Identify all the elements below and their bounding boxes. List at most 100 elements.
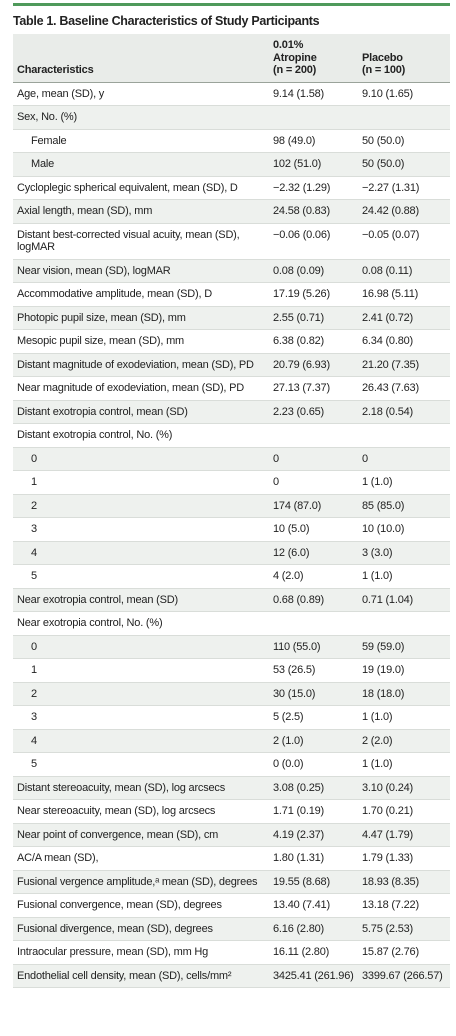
table-row: Photopic pupil size, mean (SD), mm 2.55 (… xyxy=(13,306,450,330)
table-row: 5 0 (0.0) 1 (1.0) xyxy=(13,753,450,776)
table-row: Age, mean (SD), y 9.14 (1.58) 9.10 (1.65) xyxy=(13,82,450,106)
table-row: Near point of convergence, mean (SD), cm… xyxy=(13,823,450,847)
table: Characteristics 0.01% Atropine (n = 200) Pl… xyxy=(13,34,450,988)
value-cell: 5 (2.5) xyxy=(273,711,304,723)
group-row: Sex, No. (%) xyxy=(13,105,450,129)
table-row: 3 10 (5.0) 10 (10.0) xyxy=(13,518,450,541)
group-label: Near exotropia control, No. (%) xyxy=(17,617,163,629)
label-cell: Distant magnitude of exodeviation, mean … xyxy=(17,358,254,371)
value-cell: 102 (51.0) xyxy=(273,158,322,170)
value-cell: 24.58 (0.83) xyxy=(273,205,330,217)
value-cell: 1.70 (0.21) xyxy=(362,805,414,817)
value-cell: −0.06 (0.06) xyxy=(273,228,331,241)
label-cell: 5 xyxy=(31,758,37,770)
table-row: Intraocular pressure, mean (SD), mm Hg 16… xyxy=(13,941,450,964)
label-cell: Fusional divergence, mean (SD), degrees xyxy=(17,922,213,935)
value-cell: 10 (5.0) xyxy=(273,523,310,535)
value-cell: 1 (1.0) xyxy=(362,570,393,582)
label-cell: Fusional vergence amplitude,ᵃ mean (SD),… xyxy=(17,875,258,888)
value-cell: 1 (1.0) xyxy=(362,476,393,488)
value-cell: 9.10 (1.65) xyxy=(362,87,414,100)
table-title: Table 1. Baseline Characteristics of Stu… xyxy=(13,14,320,28)
label-cell: Axial length, mean (SD), mm xyxy=(17,205,153,217)
value-cell: 50 (50.0) xyxy=(362,134,405,147)
value-cell: 19.55 (8.68) xyxy=(273,875,330,888)
table-row: 1 53 (26.5) 19 (19.0) xyxy=(13,659,450,682)
label-cell: Near exotropia control, mean (SD) xyxy=(17,593,178,606)
accent-bar xyxy=(13,3,450,6)
group-label: Sex, No. (%) xyxy=(17,111,77,123)
label-cell: 2 xyxy=(31,687,37,700)
table-row: Cycloplegic spherical equivalent, mean (… xyxy=(13,176,450,200)
header-line: (n = 200) xyxy=(273,64,317,76)
label-cell: 4 xyxy=(31,734,37,747)
value-cell: 2.55 (0.71) xyxy=(273,311,325,324)
label-cell: 1 xyxy=(31,476,37,488)
header-line: Placebo xyxy=(362,51,403,64)
value-cell: 50 (50.0) xyxy=(362,158,405,170)
value-cell: 6.38 (0.82) xyxy=(273,335,325,347)
value-cell: 0.71 (1.04) xyxy=(362,593,414,606)
header-line: Atropine xyxy=(273,51,317,64)
value-cell: 18 (18.0) xyxy=(362,687,405,700)
label-cell: Fusional convergence, mean (SD), degrees xyxy=(17,899,222,911)
value-cell: 59 (59.0) xyxy=(362,640,405,653)
group-label: Distant exotropia control, No. (%) xyxy=(17,429,173,441)
label-cell: Distant stereoacuity, mean (SD), log arc… xyxy=(17,781,226,794)
table-row: Near vision, mean (SD), logMAR 0.08 (0.09… xyxy=(13,259,450,283)
value-cell: 13.40 (7.41) xyxy=(273,899,330,911)
value-cell: 21.20 (7.35) xyxy=(362,358,419,371)
value-cell: 85 (85.0) xyxy=(362,499,405,512)
value-cell: 6.34 (0.80) xyxy=(362,335,414,347)
value-cell: 2 (1.0) xyxy=(273,734,304,747)
table-row: Mesopic pupil size, mean (SD), mm 6.38 (0… xyxy=(13,330,450,353)
value-cell: 17.19 (5.26) xyxy=(273,288,330,300)
table-row: Near exotropia control, mean (SD) 0.68 (0… xyxy=(13,588,450,612)
value-cell: −0.05 (0.07) xyxy=(362,228,420,241)
value-cell: 18.93 (8.35) xyxy=(362,875,419,888)
table-card: Table 1. Baseline Characteristics of Stu… xyxy=(13,3,450,988)
table-row: 5 4 (2.0) 1 (1.0) xyxy=(13,565,450,588)
label-cell: 3 xyxy=(31,711,37,723)
value-cell: 0.08 (0.11) xyxy=(362,264,413,277)
group-row: Distant exotropia control, No. (%) xyxy=(13,424,450,447)
table-row: Distant magnitude of exodeviation, mean … xyxy=(13,353,450,377)
value-cell: 1.80 (1.31) xyxy=(273,852,325,864)
table-row: Endothelial cell density, mean (SD), cel… xyxy=(13,964,450,988)
label-cell: 0 xyxy=(31,640,37,653)
value-cell: 0.08 (0.09) xyxy=(273,264,325,277)
value-cell: 3 (3.0) xyxy=(362,546,393,559)
value-cell: 2.18 (0.54) xyxy=(362,405,414,418)
label-cell: Accommodative amplitude, mean (SD), D xyxy=(17,288,212,300)
table-body: Age, mean (SD), y 9.14 (1.58) 9.10 (1.65) S… xyxy=(13,82,450,988)
header-cell: 0.01% Atropine (n = 200) xyxy=(269,34,358,83)
value-cell: 1.71 (0.19) xyxy=(273,805,325,817)
table-row: Distant stereoacuity, mean (SD), log arc… xyxy=(13,776,450,800)
table-row: 2 30 (15.0) 18 (18.0) xyxy=(13,682,450,706)
group-row: Near exotropia control, No. (%) xyxy=(13,612,450,635)
label-cell: Near stereoacuity, mean (SD), log arcsec… xyxy=(17,805,216,817)
value-cell: 3399.67 (266.57) xyxy=(362,969,443,982)
value-cell: 0 xyxy=(273,476,279,488)
table-row: 4 2 (1.0) 2 (2.0) xyxy=(13,729,450,753)
value-cell: 0.68 (0.89) xyxy=(273,593,325,606)
table-row: 3 5 (2.5) 1 (1.0) xyxy=(13,706,450,729)
value-cell: −2.32 (1.29) xyxy=(273,181,331,194)
value-cell: 3425.41 (261.96) xyxy=(273,969,354,982)
value-cell: 174 (87.0) xyxy=(273,499,322,512)
value-cell: 4.19 (2.37) xyxy=(273,828,325,841)
label-cell: 0 xyxy=(31,452,37,465)
label-cell: Age, mean (SD), y xyxy=(17,87,105,100)
label-cell: 4 xyxy=(31,546,37,559)
label-cell: Distant exotropia control, mean (SD) xyxy=(17,405,188,418)
header-cell: Placebo (n = 100) xyxy=(358,34,450,83)
value-cell: 10 (10.0) xyxy=(362,523,405,535)
table-row: Fusional vergence amplitude,ᵃ mean (SD),… xyxy=(13,870,450,894)
value-cell: 24.42 (0.88) xyxy=(362,205,419,217)
table-row: AC/A mean (SD), 1.80 (1.31) 1.79 (1.33) xyxy=(13,847,450,870)
value-cell: 2.23 (0.65) xyxy=(273,405,325,418)
label-cell: Mesopic pupil size, mean (SD), mm xyxy=(17,335,185,347)
label-cell: Distant best-corrected visual acuity, me… xyxy=(17,228,240,254)
value-cell: 13.18 (7.22) xyxy=(362,899,419,911)
table-row: 4 12 (6.0) 3 (3.0) xyxy=(13,541,450,565)
